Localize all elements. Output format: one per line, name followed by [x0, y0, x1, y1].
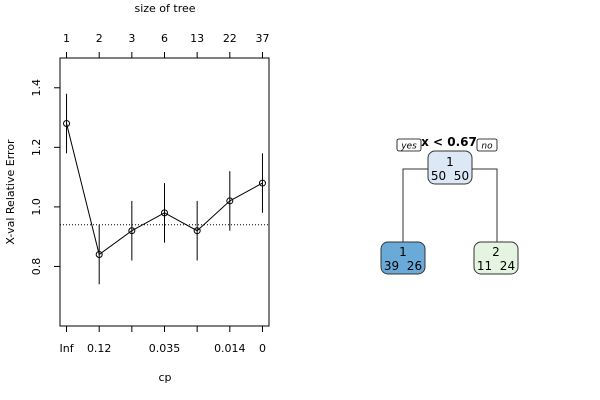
- root-split-label: x < 0.67: [421, 135, 477, 149]
- left-counts: 39 26: [384, 259, 422, 273]
- y-tick-label: 0.8: [30, 258, 43, 276]
- data-point: [226, 197, 234, 205]
- data-point: [193, 227, 201, 235]
- x-tick-label: 0.12: [87, 342, 112, 355]
- y-axis-label: X-val Relative Error: [4, 139, 17, 245]
- y-tick-label: 1.4: [30, 79, 43, 97]
- y-tick-label: 1.0: [30, 198, 43, 216]
- x-tick-label: 0.014: [214, 342, 246, 355]
- tree-node-root: [427, 150, 473, 185]
- tree-node-right: [473, 241, 519, 275]
- yes-label-box: [396, 138, 422, 152]
- x-tick-label: 0.035: [149, 342, 181, 355]
- top-tick-label: 3: [128, 32, 135, 45]
- cp-plot: size of tree cp X-val Relative Error Inf…: [4, 2, 270, 384]
- top-tick-label: 1: [63, 32, 70, 45]
- top-axis-label: size of tree: [134, 2, 195, 15]
- data-point: [258, 179, 266, 187]
- yes-label: yes: [400, 142, 417, 152]
- tree-node-left: [380, 241, 426, 275]
- tree-plot: yes x < 0.67 no 1 50 50 1 39 26 2 11 24: [380, 135, 519, 275]
- no-label: no: [481, 142, 493, 152]
- series-line: [66, 123, 263, 256]
- data-points: [63, 120, 266, 259]
- left-class: 1: [399, 245, 407, 259]
- data-point: [63, 120, 71, 128]
- root-class: 1: [446, 155, 454, 169]
- x-tick-label: Inf: [59, 342, 74, 355]
- no-label-box: [476, 138, 498, 152]
- top-tick-label: 6: [161, 32, 168, 45]
- x-tick-label: 0: [259, 342, 266, 355]
- data-point: [161, 209, 168, 217]
- top-tick-label: 2: [96, 32, 103, 45]
- data-point: [95, 251, 103, 259]
- cp-axis-ticks: Inf 1 0.12 2 3 0.035 6 13 0.014 22 0 37 0.8 1.0 1.2 1.4: [30, 32, 269, 355]
- y-tick-label: 1.2: [30, 139, 43, 157]
- right-class: 2: [492, 245, 500, 259]
- top-tick-label: 37: [255, 32, 269, 45]
- top-tick-label: 13: [190, 32, 204, 45]
- root-counts: 50 50: [431, 169, 469, 183]
- right-counts: 11 24: [477, 259, 515, 273]
- x-axis-label: cp: [158, 371, 171, 384]
- data-point: [128, 227, 136, 235]
- top-tick-label: 22: [223, 32, 237, 45]
